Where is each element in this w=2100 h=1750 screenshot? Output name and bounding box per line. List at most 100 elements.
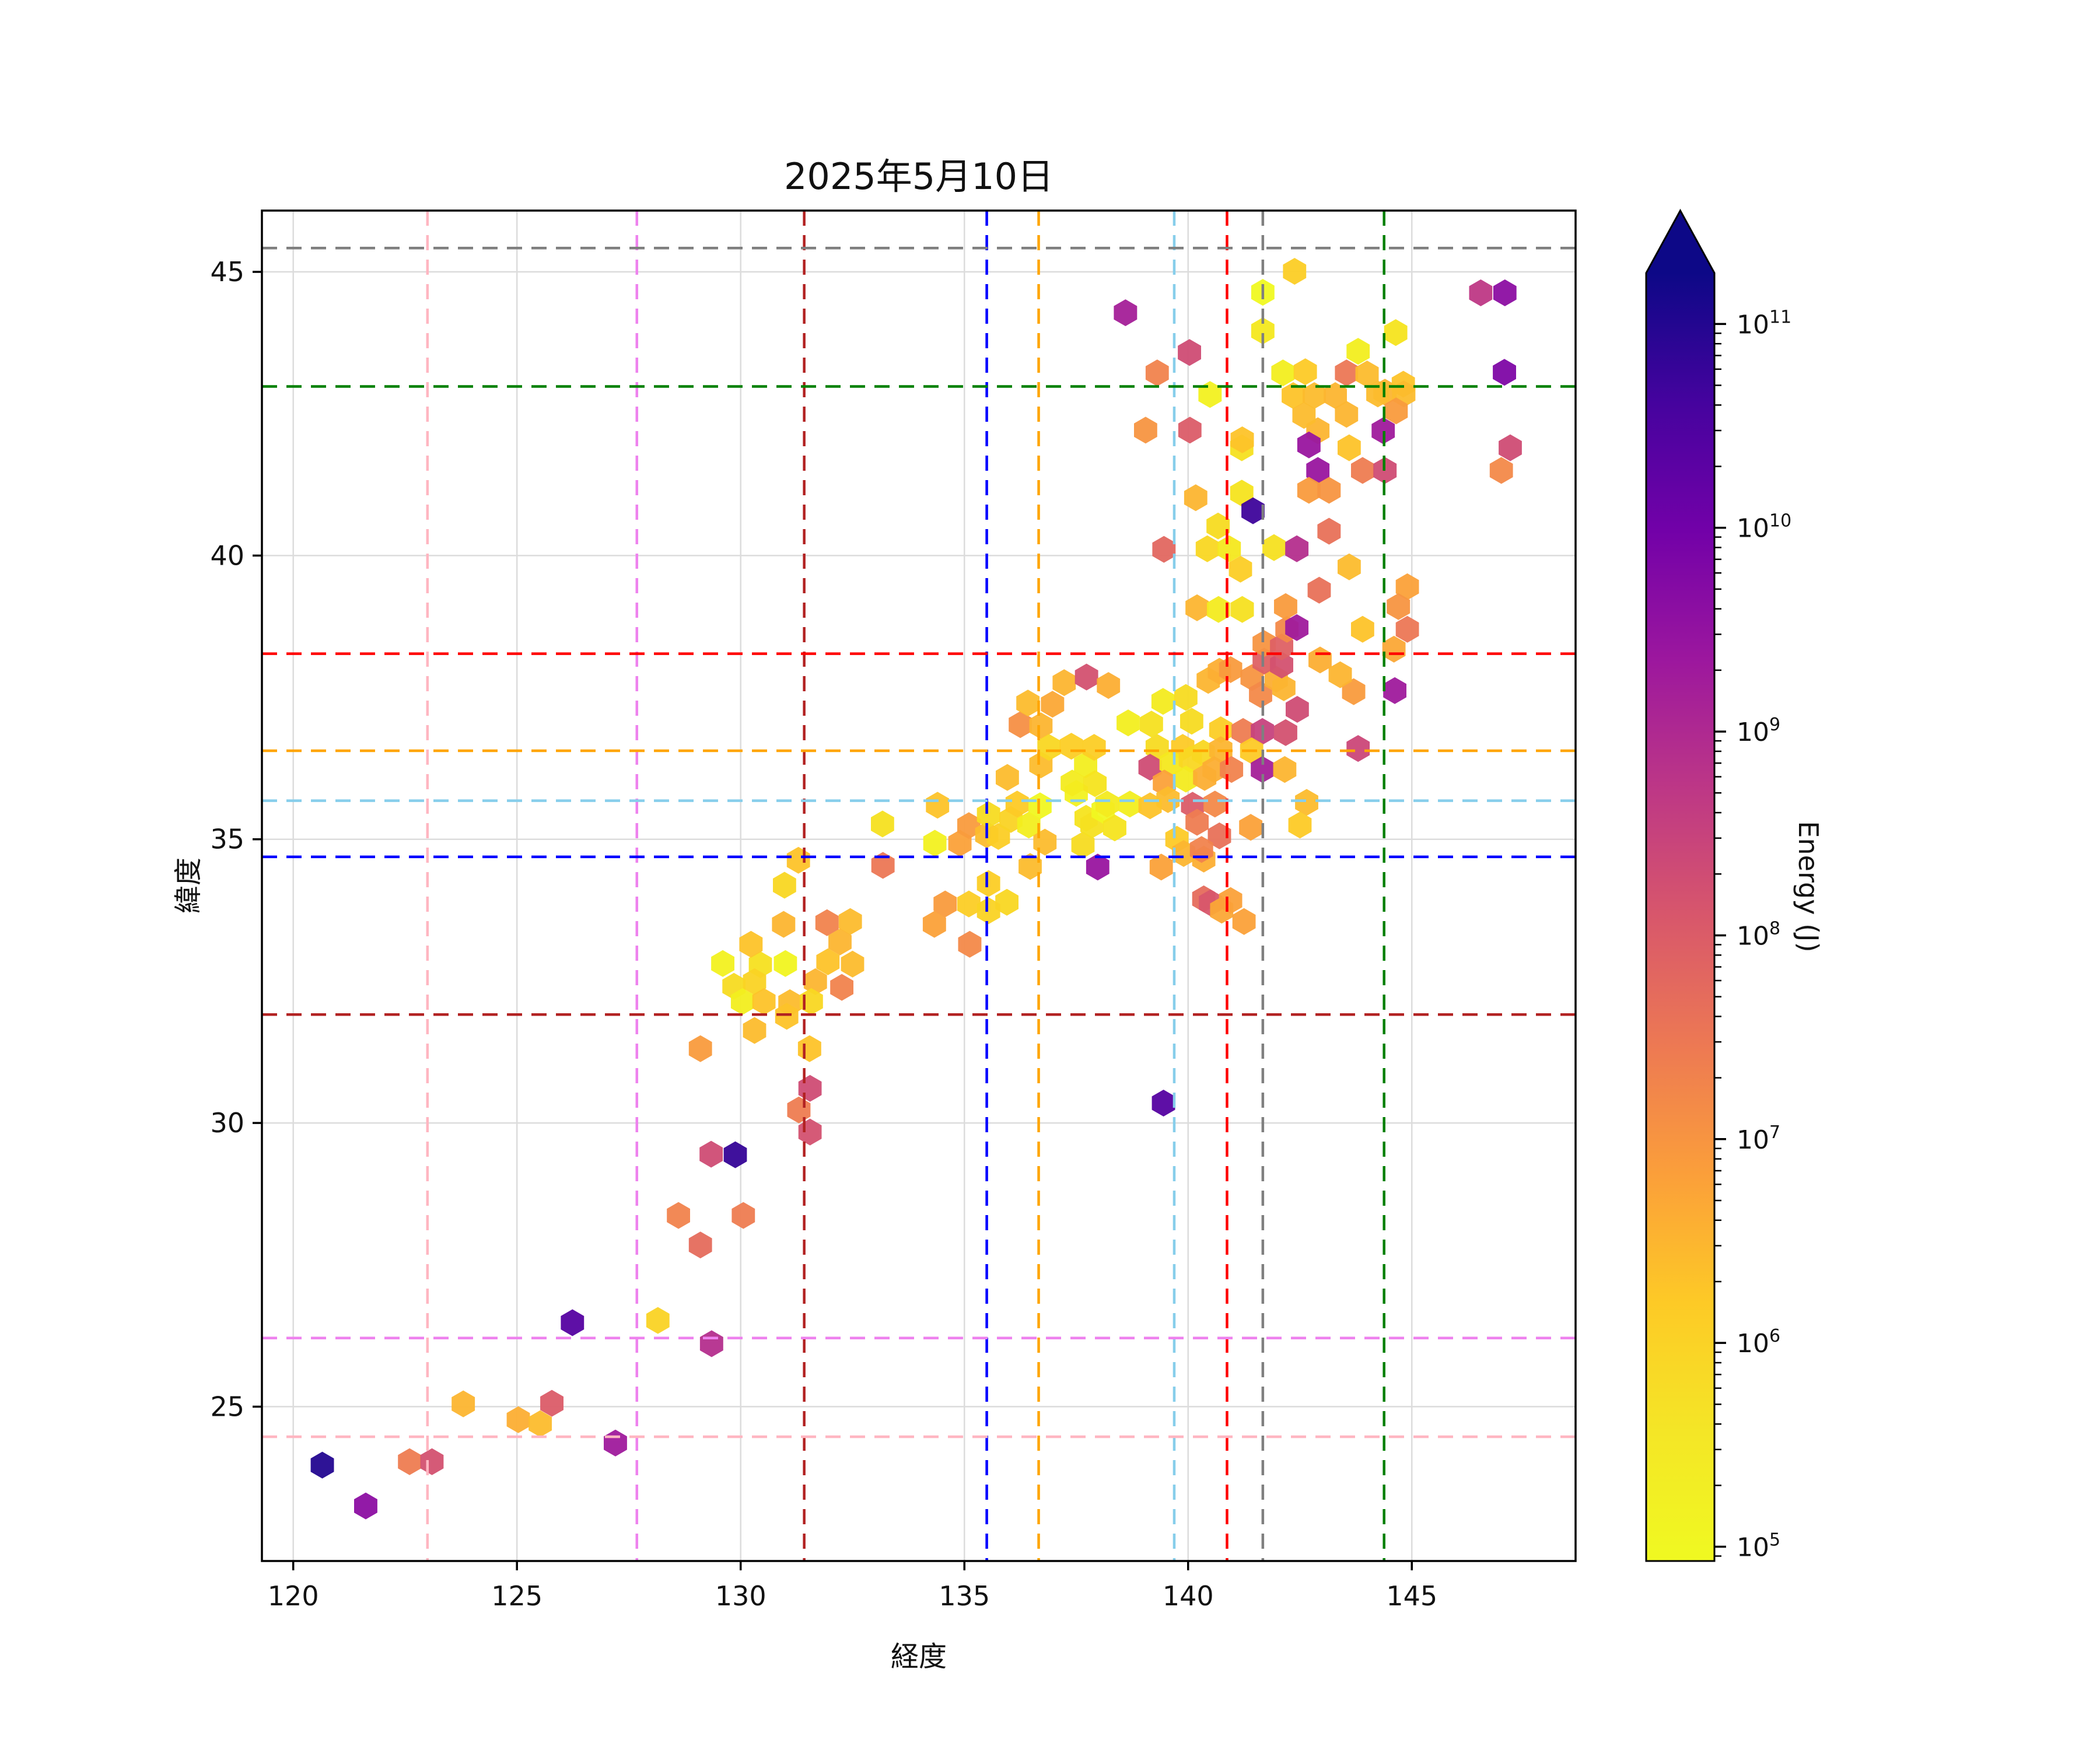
hexbin-point: [723, 1141, 747, 1168]
hexbin-point: [1274, 593, 1297, 620]
hexbin-point: [815, 909, 839, 936]
hexbin-point: [540, 1390, 564, 1417]
hexbin-point: [739, 930, 763, 958]
hexbin-point: [1351, 615, 1374, 643]
hexbin-points: [310, 258, 1522, 1520]
x-axis-label: 経度: [890, 1640, 947, 1673]
hexbin-point: [830, 974, 853, 1001]
hexbin-point: [1159, 750, 1183, 777]
hexbin-point: [1138, 754, 1162, 781]
hexbin-point: [1282, 382, 1305, 410]
hexbin-point: [1328, 661, 1352, 688]
hexbin-point: [933, 890, 957, 918]
chart-title: 2025年5月10日: [783, 155, 1054, 198]
hexbin-point: [354, 1492, 377, 1520]
y-tick-label: 35: [210, 824, 244, 855]
hexbin-point: [1324, 382, 1347, 410]
hexbin-point: [1295, 789, 1318, 816]
hexbin-point: [1271, 359, 1295, 387]
hexbin-point: [838, 908, 862, 935]
hexbin-point: [1469, 279, 1493, 306]
hexbin-point: [646, 1307, 670, 1334]
hexbin-point: [743, 1017, 766, 1044]
hexbin-point: [1273, 756, 1297, 783]
hexbin-point: [1274, 719, 1297, 746]
hexbin-point: [1387, 593, 1410, 620]
hexbin-point: [958, 930, 982, 958]
hexbin-point: [1493, 279, 1517, 306]
hexbin-point: [1152, 536, 1176, 563]
hexbin-point: [1351, 457, 1374, 484]
hexbin-point: [1152, 1090, 1175, 1116]
hexbin-point: [1174, 765, 1198, 793]
hexbin-point: [1493, 359, 1516, 386]
hexbin-point: [1149, 853, 1173, 881]
hexbin-point: [1114, 299, 1138, 327]
colorbar-tick-label: 1011: [1737, 307, 1791, 340]
hexbin-point: [1052, 669, 1076, 696]
hexbin-point: [1185, 594, 1209, 621]
hexbin-point: [977, 897, 1000, 925]
hexbin-point: [922, 911, 946, 938]
hexbin-point: [1286, 696, 1309, 723]
hexbin-point: [977, 870, 1000, 897]
hexbin-point: [452, 1390, 475, 1418]
hexbin-point: [1489, 457, 1513, 484]
hexbin-point: [1203, 790, 1227, 818]
hexbin-point: [1317, 517, 1341, 545]
hexbin-point: [420, 1448, 444, 1475]
hexbin-point: [1342, 678, 1366, 705]
hexbin-point: [1251, 756, 1274, 783]
hexbin-point: [1178, 416, 1202, 444]
hexbin-point: [1308, 646, 1332, 674]
hexbin-point: [1206, 512, 1230, 540]
hexbin-point: [1303, 382, 1326, 410]
hexbin-point: [1071, 831, 1095, 859]
hexbin-point: [871, 852, 895, 879]
hexbin-point: [1272, 674, 1296, 701]
hexbin-point: [1151, 688, 1175, 715]
hexbin-point: [1116, 709, 1140, 737]
y-tick-label: 45: [210, 256, 244, 288]
hexbin-point: [996, 764, 1019, 791]
hexbin-point: [1178, 339, 1201, 366]
hexbin-point: [1016, 690, 1040, 717]
hexbin-point: [1292, 402, 1316, 429]
hexbin-point: [1208, 822, 1231, 849]
hexbin-point: [730, 988, 754, 1015]
hexbin-point: [1231, 718, 1255, 745]
hexbin-point: [1184, 484, 1208, 512]
hexbin-point: [957, 890, 981, 918]
hexbin-point: [995, 888, 1019, 916]
hexbin-point: [398, 1448, 421, 1475]
hexbin-point: [1028, 792, 1052, 820]
hexbin-point: [1230, 426, 1254, 453]
hexbin-point: [1074, 663, 1098, 691]
colorbar-tick-label: 106: [1737, 1326, 1780, 1359]
hexbin-point: [667, 1202, 690, 1229]
hexbin-point: [1395, 615, 1419, 643]
hexbin-point: [1371, 417, 1395, 444]
hexbin-point: [1283, 258, 1307, 285]
hexbin-point: [1082, 734, 1106, 761]
colorbar-label: Energy (J): [1793, 821, 1824, 953]
hexbin-point: [1172, 840, 1195, 867]
hexbin-point: [1335, 359, 1359, 387]
hexbin-point: [1207, 596, 1230, 623]
hexbin-point: [828, 928, 852, 956]
hexbin-point: [1382, 635, 1406, 663]
colorbar-tick-label: 105: [1737, 1530, 1780, 1563]
hexbin-point: [1220, 756, 1244, 783]
hexbin-point: [775, 1003, 799, 1030]
hexbin-point: [986, 822, 1010, 850]
hexbin-point: [1005, 790, 1029, 818]
y-tick-label: 30: [210, 1107, 244, 1139]
x-tick-label: 145: [1386, 1580, 1437, 1612]
colorbar-tick-label: 107: [1737, 1122, 1780, 1155]
hexbin-point: [1232, 908, 1256, 935]
hexbin-point: [699, 1330, 723, 1357]
hexbin-point: [800, 988, 823, 1015]
hexbin-point: [1335, 401, 1359, 428]
axis-ticks: 120 125 130 135 140 145 25 30 35 40 45: [210, 256, 1437, 1612]
